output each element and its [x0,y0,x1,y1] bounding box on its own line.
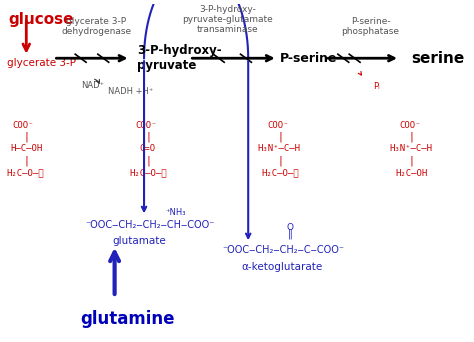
Text: NADH +H⁺: NADH +H⁺ [108,87,153,96]
Text: |: | [23,156,29,166]
Text: glutamine: glutamine [81,310,175,328]
Text: Pᵢ: Pᵢ [373,82,379,91]
Text: ⁻OOC‒CH₂‒CH₂‒CH‒COO⁻: ⁻OOC‒CH₂‒CH₂‒CH‒COO⁻ [85,220,215,229]
Text: P-serine: P-serine [280,52,337,65]
Text: serine: serine [411,51,465,66]
Text: ‖: ‖ [288,228,293,239]
Text: H‒C‒OH: H‒C‒OH [10,144,43,154]
Text: glycerate 3-P
dehydrogenase: glycerate 3-P dehydrogenase [62,17,132,36]
Text: ⁻OOC‒CH₂‒CH₂‒C‒COO⁻: ⁻OOC‒CH₂‒CH₂‒C‒COO⁻ [222,245,344,255]
Text: 3-P-hydroxy-
pyruvate: 3-P-hydroxy- pyruvate [137,44,222,72]
Text: glutamate: glutamate [112,236,166,247]
Text: H₂C‒O‒Ⓟ: H₂C‒O‒Ⓟ [129,169,167,178]
Text: H₂C‒O‒Ⓟ: H₂C‒O‒Ⓟ [261,169,299,178]
Text: glucose: glucose [8,12,73,27]
Text: COO⁻: COO⁻ [267,121,289,130]
Text: |: | [146,156,151,166]
Text: COO⁻: COO⁻ [13,121,34,130]
Text: NAD⁺: NAD⁺ [81,81,104,90]
Text: ⁺NH₃: ⁺NH₃ [166,208,186,218]
Text: α-ketoglutarate: α-ketoglutarate [241,262,323,272]
Text: |: | [278,132,283,143]
Text: COO⁻: COO⁻ [136,121,157,130]
Text: P-serine-
phosphatase: P-serine- phosphatase [341,17,400,36]
Text: |: | [409,132,415,143]
Text: H₂C‒O‒Ⓟ: H₂C‒O‒Ⓟ [7,169,45,178]
Text: H₃N⁺‒C‒H: H₃N⁺‒C‒H [389,144,432,154]
Text: |: | [409,156,415,166]
Text: 3-P-hydroxy-
pyruvate-glutamate
transaminase: 3-P-hydroxy- pyruvate-glutamate transami… [182,5,273,35]
Text: C=O: C=O [139,144,155,154]
Text: O: O [287,223,294,233]
Text: |: | [23,132,29,143]
Text: glycerate 3-P: glycerate 3-P [7,58,76,68]
Text: COO⁻: COO⁻ [399,121,420,130]
Text: H₃N⁺‒C‒H: H₃N⁺‒C‒H [257,144,300,154]
Text: |: | [278,156,283,166]
Text: |: | [146,132,151,143]
Text: H₂C‒OH: H₂C‒OH [395,169,428,178]
